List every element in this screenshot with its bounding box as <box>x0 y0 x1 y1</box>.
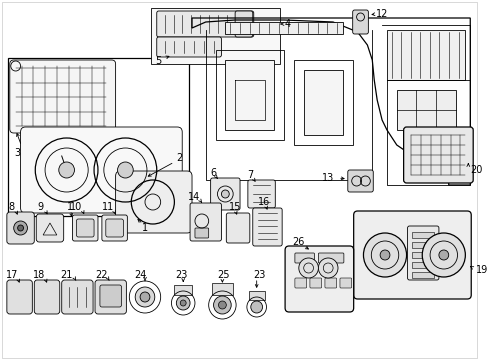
Text: 23: 23 <box>175 270 187 280</box>
Text: 9: 9 <box>37 202 43 212</box>
FancyBboxPatch shape <box>61 280 93 314</box>
Circle shape <box>180 300 186 306</box>
Text: 13: 13 <box>322 173 334 183</box>
Text: 7: 7 <box>247 170 253 180</box>
Bar <box>411 262 433 268</box>
Text: 4: 4 <box>285 19 290 29</box>
Text: 1: 1 <box>66 202 73 212</box>
Circle shape <box>218 301 226 309</box>
Text: 15: 15 <box>228 202 241 212</box>
Bar <box>386 30 465 80</box>
FancyBboxPatch shape <box>309 278 321 288</box>
Bar <box>411 232 433 238</box>
FancyBboxPatch shape <box>403 127 472 183</box>
FancyBboxPatch shape <box>226 213 249 243</box>
Text: 21: 21 <box>61 270 73 280</box>
FancyBboxPatch shape <box>352 10 367 34</box>
Text: 20: 20 <box>469 165 482 175</box>
Text: 6: 6 <box>210 168 216 178</box>
FancyBboxPatch shape <box>102 215 127 241</box>
Bar <box>174 285 192 295</box>
Text: 10: 10 <box>70 202 82 212</box>
FancyBboxPatch shape <box>190 203 221 241</box>
FancyBboxPatch shape <box>285 246 353 312</box>
Text: 23: 23 <box>253 270 265 280</box>
FancyBboxPatch shape <box>105 219 123 237</box>
Text: 12: 12 <box>375 9 387 19</box>
Text: 16: 16 <box>258 197 270 207</box>
Circle shape <box>221 190 229 198</box>
Bar <box>211 283 233 295</box>
FancyBboxPatch shape <box>72 215 98 241</box>
Text: 18: 18 <box>33 270 45 280</box>
Circle shape <box>250 301 262 313</box>
FancyBboxPatch shape <box>210 178 240 210</box>
Bar <box>396 90 455 130</box>
Bar <box>411 242 433 248</box>
Circle shape <box>379 250 389 260</box>
FancyBboxPatch shape <box>195 228 208 238</box>
Circle shape <box>422 233 465 277</box>
FancyBboxPatch shape <box>76 219 94 237</box>
FancyBboxPatch shape <box>115 171 192 233</box>
Text: 5: 5 <box>155 56 162 66</box>
Bar <box>151 8 280 64</box>
Text: 24: 24 <box>134 270 146 280</box>
Bar <box>411 272 433 278</box>
FancyBboxPatch shape <box>10 60 115 133</box>
Text: 3: 3 <box>15 148 20 158</box>
Circle shape <box>363 233 406 277</box>
FancyBboxPatch shape <box>36 214 63 242</box>
Bar <box>225 22 342 34</box>
Circle shape <box>14 221 27 235</box>
FancyBboxPatch shape <box>20 127 182 213</box>
FancyBboxPatch shape <box>7 212 34 244</box>
Text: 8: 8 <box>9 202 15 212</box>
FancyBboxPatch shape <box>353 211 470 299</box>
FancyBboxPatch shape <box>339 278 351 288</box>
FancyBboxPatch shape <box>235 11 252 37</box>
FancyBboxPatch shape <box>324 278 336 288</box>
Text: 1: 1 <box>142 223 148 233</box>
Circle shape <box>176 296 190 310</box>
Bar <box>225 60 274 130</box>
Text: 22: 22 <box>96 270 108 280</box>
Circle shape <box>135 287 155 307</box>
FancyBboxPatch shape <box>347 170 372 192</box>
Circle shape <box>298 258 318 278</box>
Circle shape <box>318 258 337 278</box>
FancyBboxPatch shape <box>294 278 306 288</box>
FancyBboxPatch shape <box>247 180 275 208</box>
FancyBboxPatch shape <box>294 253 314 263</box>
FancyBboxPatch shape <box>252 208 282 246</box>
Circle shape <box>213 296 231 314</box>
Text: 11: 11 <box>102 202 114 212</box>
Circle shape <box>438 250 448 260</box>
FancyBboxPatch shape <box>95 280 126 314</box>
FancyBboxPatch shape <box>318 253 343 263</box>
Bar <box>215 50 284 140</box>
FancyBboxPatch shape <box>7 280 32 314</box>
Text: 14: 14 <box>187 192 200 202</box>
Text: 19: 19 <box>475 265 488 275</box>
Text: 26: 26 <box>292 237 305 247</box>
Bar <box>248 291 264 300</box>
Bar <box>293 60 352 145</box>
FancyBboxPatch shape <box>34 280 60 314</box>
Circle shape <box>117 162 133 178</box>
Text: 25: 25 <box>217 270 229 280</box>
Bar <box>303 70 342 135</box>
FancyBboxPatch shape <box>100 285 121 307</box>
Text: 2: 2 <box>176 153 182 163</box>
FancyBboxPatch shape <box>157 11 253 37</box>
Bar <box>411 252 433 258</box>
FancyBboxPatch shape <box>407 226 438 280</box>
Circle shape <box>18 225 23 231</box>
FancyBboxPatch shape <box>157 37 221 57</box>
Text: 17: 17 <box>5 270 18 280</box>
Circle shape <box>140 292 150 302</box>
Bar <box>8 58 189 216</box>
Circle shape <box>59 162 74 178</box>
